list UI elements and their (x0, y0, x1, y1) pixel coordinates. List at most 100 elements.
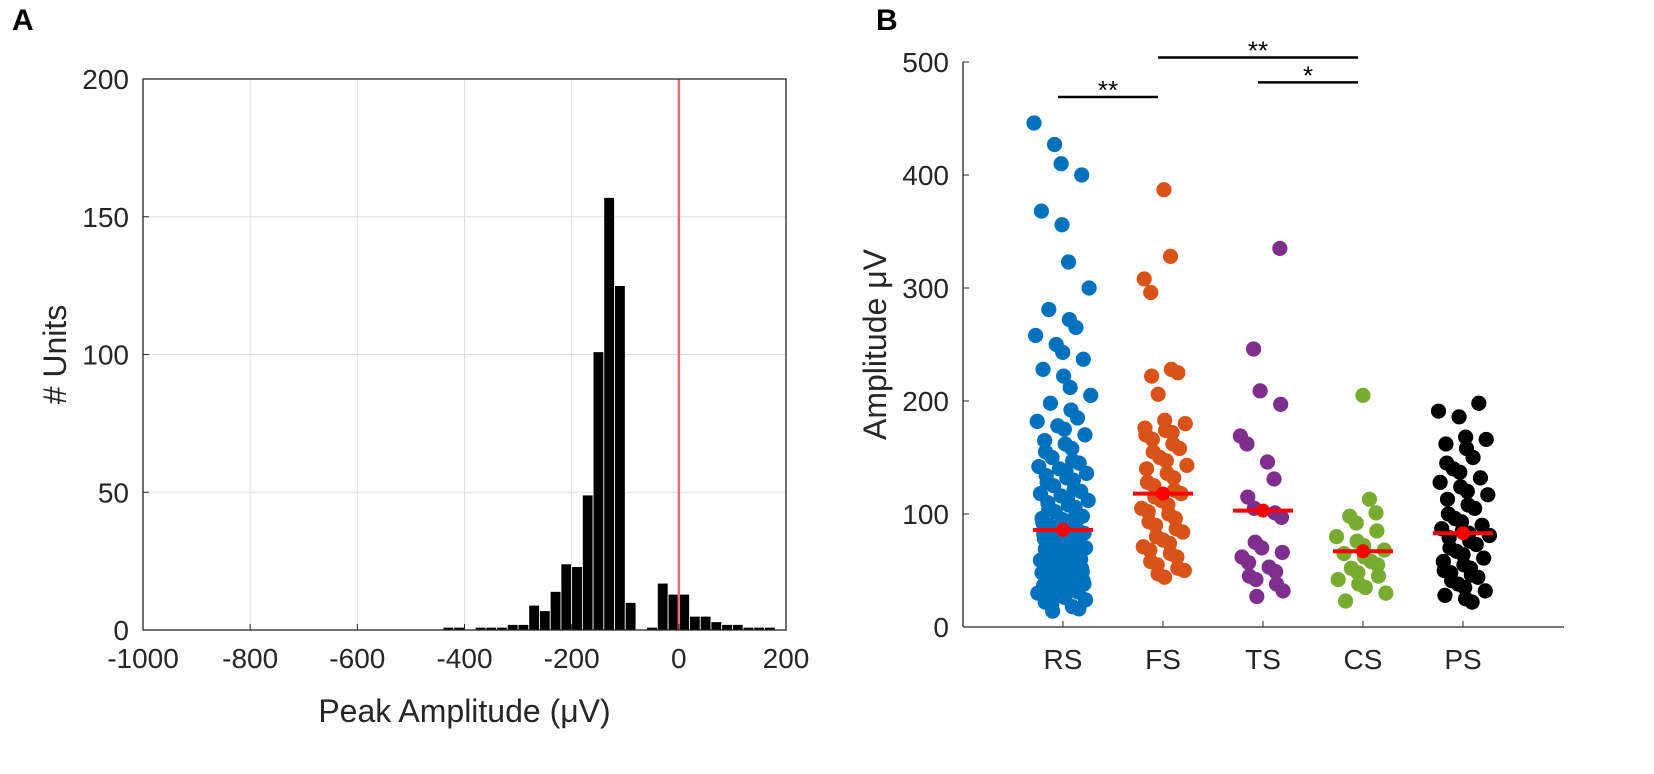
median-point-ts (1256, 503, 1270, 518)
data-point-ps (1465, 449, 1481, 466)
data-point-ps (1451, 409, 1467, 425)
data-point-rs (1054, 217, 1070, 233)
histogram-x-ticks: -1000 -800 -600 -400 -200 0 200 (107, 624, 809, 674)
category-label-rs: RS (1044, 644, 1083, 675)
data-point-fs (1144, 431, 1160, 448)
x-tick-label: 200 (763, 643, 810, 674)
histogram-x-label: Peak Amplitude (μV) (318, 693, 610, 729)
data-point-rs (1068, 319, 1084, 336)
data-point-fs (1166, 470, 1182, 486)
scatter-y-label: Amplitude μV (857, 248, 893, 440)
data-point-ts (1259, 454, 1276, 470)
data-point-rs (1071, 601, 1087, 617)
data-point-cs (1348, 515, 1364, 531)
data-point-cs (1361, 491, 1378, 507)
histogram-bar (710, 621, 723, 631)
data-point-rs (1037, 432, 1053, 449)
data-point-ps (1477, 583, 1493, 599)
data-point-fs (1164, 425, 1180, 441)
data-point-ts (1240, 489, 1256, 505)
significance-stars: ** (1248, 35, 1268, 65)
histogram-bar (624, 602, 637, 631)
histogram-bars (442, 197, 776, 631)
x-tick-label: -200 (544, 643, 600, 674)
data-point-rs (1033, 203, 1049, 219)
data-point-rs (1041, 301, 1057, 318)
histogram-y-label: # Units (37, 305, 73, 405)
data-point-rs (1074, 167, 1090, 183)
data-point-ts (1274, 544, 1290, 561)
y-tick-label: 150 (82, 202, 129, 233)
data-point-rs (1078, 465, 1095, 481)
data-point-ps (1430, 403, 1447, 419)
histogram-bar (699, 615, 712, 631)
x-tick-label: -600 (329, 643, 385, 674)
data-point-cs (1328, 529, 1345, 545)
data-point-cs (1357, 579, 1373, 596)
median-point-fs (1156, 486, 1170, 501)
data-point-rs (1053, 156, 1069, 172)
data-point-rs (1055, 368, 1072, 384)
data-point-ps (1438, 436, 1454, 452)
data-point-rs (1056, 421, 1072, 437)
y-tick-label: 100 (902, 499, 949, 530)
data-point-cs (1368, 505, 1384, 521)
y-tick-label: 200 (82, 64, 129, 95)
histogram-bar (657, 582, 669, 631)
x-tick-label: -800 (222, 643, 278, 674)
data-point-ps (1478, 431, 1494, 448)
data-point-rs (1035, 361, 1051, 377)
category-label-cs: CS (1344, 644, 1383, 675)
data-point-rs (1080, 492, 1096, 509)
data-point-cs (1370, 568, 1387, 584)
significance-stars: ** (1098, 75, 1118, 105)
data-point-ps (1464, 594, 1480, 610)
data-point-ts (1252, 383, 1268, 399)
data-point-rs (1060, 254, 1077, 270)
data-point-ps (1459, 483, 1475, 499)
data-point-rs (1028, 327, 1044, 344)
data-point-ps (1480, 487, 1496, 503)
data-point-fs (1136, 271, 1152, 287)
y-tick-label: 100 (82, 340, 129, 371)
data-point-rs (1075, 351, 1091, 367)
data-point-ts (1248, 571, 1264, 588)
data-point-cs (1369, 523, 1385, 539)
data-point-cs (1355, 387, 1371, 403)
data-point-fs (1177, 416, 1193, 432)
x-tick-label: -400 (436, 643, 492, 674)
data-point-rs (1055, 344, 1071, 361)
data-point-cs (1350, 565, 1366, 581)
data-point-rs (1062, 379, 1078, 396)
data-point-ps (1437, 587, 1453, 603)
y-tick-label: 200 (902, 386, 949, 417)
histogram-panel: -1000 -800 -600 -400 -200 0 200 0 50 100 150 200 P… (37, 64, 809, 729)
histogram-bar (581, 494, 594, 631)
data-point-fs (1179, 457, 1195, 474)
y-tick-label: 50 (98, 477, 129, 508)
data-point-ts (1254, 540, 1270, 556)
data-point-ts (1272, 240, 1288, 257)
histogram-bar (517, 624, 530, 631)
data-point-fs (1156, 182, 1172, 198)
data-point-ts (1273, 509, 1290, 525)
data-point-ts (1239, 436, 1255, 452)
x-tick-label: 0 (671, 643, 687, 674)
category-label-ts: TS (1245, 644, 1281, 675)
histogram-bar (571, 566, 583, 631)
data-point-ts (1273, 396, 1289, 412)
data-point-fs (1157, 569, 1173, 585)
data-point-ps (1468, 536, 1484, 553)
y-tick-label: 400 (902, 160, 949, 191)
significance-stars: * (1303, 60, 1313, 90)
data-point-cs (1378, 585, 1394, 601)
data-point-ps (1471, 395, 1487, 411)
data-point-ps (1458, 429, 1474, 445)
data-point-rs (1044, 449, 1060, 466)
data-point-ps (1457, 579, 1473, 596)
histogram-y-ticks: 0 50 100 150 200 (82, 64, 149, 646)
data-point-ps (1481, 527, 1498, 544)
data-point-fs (1142, 542, 1158, 558)
